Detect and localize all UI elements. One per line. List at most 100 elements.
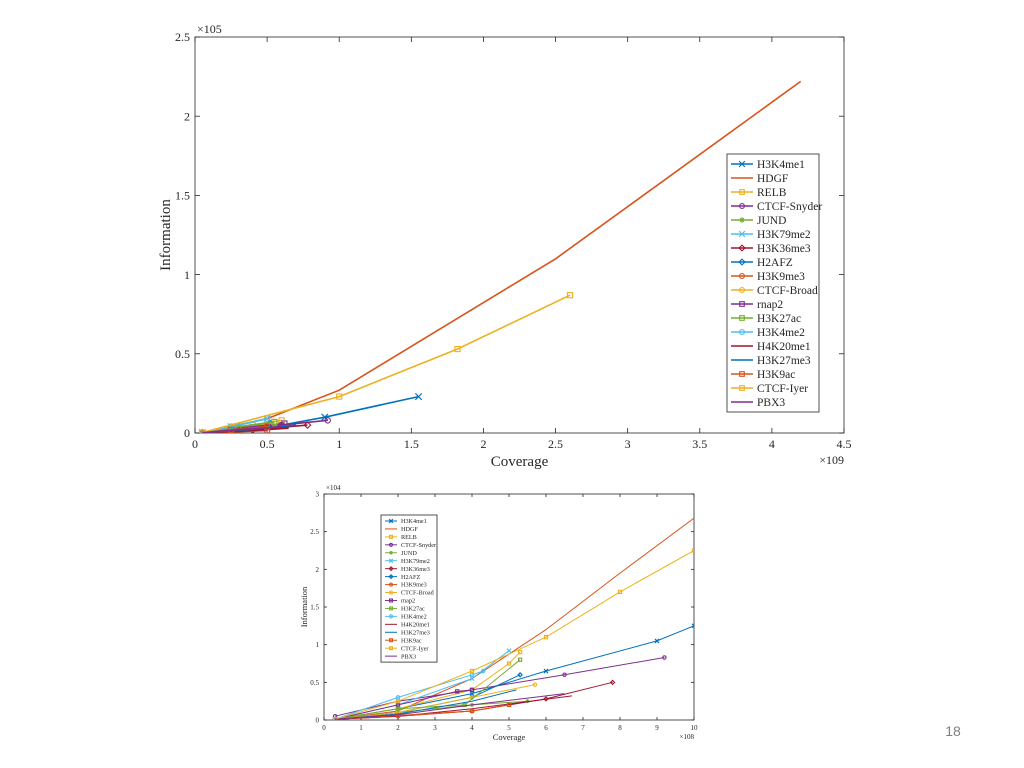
zoom-point-ctcf-iyer [469,668,475,674]
main-x-tick-label: 2 [480,437,486,451]
zoom-y-tick-label: 3 [316,490,320,498]
zoom-y-tick-label: 2 [316,566,320,574]
main-y-tick-label: 0 [184,426,190,440]
main-point-jund [263,423,271,430]
zoom-legend-marker-rnap2 [389,598,393,603]
zoom-series-pbx3 [335,693,565,720]
zoom-legend-entry-ctcf-iyer: CTCF-Iyer [401,645,429,652]
main-x-tick-label: 2.5 [548,437,563,451]
zoom-y-tick-label: 1 [316,641,320,649]
main-legend-entry-jund: JUND [757,215,786,227]
zoom-series-rnap2 [334,689,473,720]
zoom-point-h3k4me1 [543,668,549,674]
zoom-x-tick-label: 7 [581,724,585,732]
main-y-tick-label: 1.5 [175,189,190,203]
zoom-point-ctcf-snyder [662,655,667,660]
main-legend-entry-h3k9ac: H3K9ac [757,369,795,381]
main-legend-entry-h3k27ac: H3K27ac [757,313,801,325]
main-legend-entry-h3k36me3: H3K36me3 [757,243,811,255]
zoom-point-h3k9ac [506,702,512,708]
main-legend-entry-hdgf: HDGF [757,173,788,185]
zoom-y-tick-label: 1.5 [310,603,319,611]
zoom-y-tick-label: 0 [316,716,320,724]
main-chart: 0 0.5 1 1.5 2 2.5 3 3.5 4 4.5 0 0.5 1 1.5 2 2.5 ×105 ×109… [150,15,870,475]
main-legend-entry-h2afz: H2AFZ [757,257,793,269]
zoom-point-h3k4me2 [480,668,486,674]
main-x-exponent: ×109 [819,453,844,467]
zoom-x-tick-label: 10 [691,724,699,732]
zoom-legend-entry-h3k4me2: H3K4me2 [401,614,427,621]
zoom-point-ctcf-snyder [562,672,567,678]
zoom-legend-marker-h3k27ac [389,606,393,611]
zoom-series-ctcf-iyer [334,550,694,720]
zoom-legend-marker-h3k36me3 [388,566,394,572]
zoom-point-h3k27ac [395,706,401,711]
main-x-tick-label: 0.5 [260,437,275,451]
zoom-point-rnap2 [469,687,475,693]
main-x-tick-label: 1.5 [404,437,419,451]
zoom-point-relb [517,650,523,655]
main-legend-marker-h3k27ac [739,315,745,321]
main-x-tick-label: 0 [192,437,198,451]
main-y-tick-label: 2 [184,109,190,123]
zoom-x-tick-label: 4 [470,724,474,732]
main-legend-entry-h3k4me1: H3K4me1 [757,159,805,171]
main-y-exponent: ×105 [197,22,222,36]
main-point-h3k4me1 [321,413,329,421]
zoom-point-rnap2 [395,702,401,708]
main-legend-marker-jund [739,217,745,223]
zoom-x-exponent: ×108 [680,733,695,741]
zoom-chart: 0 1 2 3 4 5 6 7 8 9 10 0 0.5 1 1.5 2 2.5 3 ×104 ×108 Coverag… [298,482,704,750]
zoom-series-group [332,517,694,720]
zoom-legend-entry-jund: JUND [401,550,417,557]
zoom-point-h3k36me3 [543,696,549,702]
zoom-x-tick-label: 0 [322,724,326,732]
main-point-h3k9ac [264,423,271,430]
zoom-legend-entry-h3k79me2: H3K79me2 [401,558,430,565]
main-point-ctcf-iyer [336,393,343,400]
zoom-legend-marker-h3k4me1 [388,518,394,524]
main-series-pbx3 [202,425,282,433]
zoom-x-tick-label: 6 [544,724,548,732]
zoom-legend [380,514,438,663]
main-legend-entry-h4k20me1: H4K20me1 [757,341,811,353]
zoom-point-h3k9ac [395,713,401,718]
main-legend-entry-pbx3: PBX3 [757,397,785,409]
zoom-legend-marker-h3k9me3 [388,582,394,587]
main-point-h3k36me3 [303,421,312,430]
zoom-point-h2afz [517,672,523,678]
zoom-y-tick-label: 2.5 [310,528,319,536]
zoom-legend-entry-h2afz: H2AFZ [401,574,420,581]
zoom-point-ctcf-iyer [395,699,401,704]
main-legend-marker-h3k4me2 [739,329,745,335]
main-legend-marker-ctcf-iyer [739,385,745,391]
zoom-point-h3k4me1 [691,623,694,629]
main-legend-entry-relb: RELB [757,187,787,199]
main-x-tick-label: 1 [336,437,342,451]
main-legend-entry-h3k27me3: H3K27me3 [757,355,811,367]
zoom-point-h3k36me3 [609,679,616,686]
main-point-ctcf-snyder [324,417,331,424]
main-legend-marker-relb [739,189,745,195]
zoom-legend-entry-ctcf-broad: CTCF-Broad [401,590,435,597]
zoom-y-exponent: ×104 [326,484,341,492]
zoom-plot-area [323,493,695,721]
zoom-legend-entry-h3k9ac: H3K9ac [401,637,422,644]
main-y-tick-label: 0.5 [175,347,190,361]
zoom-point-ctcf-iyer [691,548,694,553]
slide-number: 18 [945,723,961,739]
zoom-legend-entry-ctcf-snyder: CTCF-Snyder [401,542,436,549]
zoom-point-ctcf-iyer [543,634,549,640]
zoom-svg: 0 1 2 3 4 5 6 7 8 9 10 0 0.5 1 1.5 2 2.5 3 ×104 ×108 Coverag… [299,484,699,742]
zoom-series-ctcf-broad [335,684,535,720]
zoom-x-tick-label: 1 [359,724,363,732]
main-legend-marker-ctcf-snyder [739,203,745,209]
zoom-point-h3k27ac [517,657,523,662]
zoom-x-tick-label: 2 [396,724,400,732]
zoom-point-h3k79me2 [506,648,512,654]
zoom-legend-entry-h3k27ac: H3K27ac [401,606,425,613]
zoom-point-h3k9ac [469,708,475,714]
zoom-x-tick-label: 8 [618,724,622,732]
main-x-tick-label: 3 [625,437,631,451]
main-legend-marker-h3k9ac [739,371,745,377]
